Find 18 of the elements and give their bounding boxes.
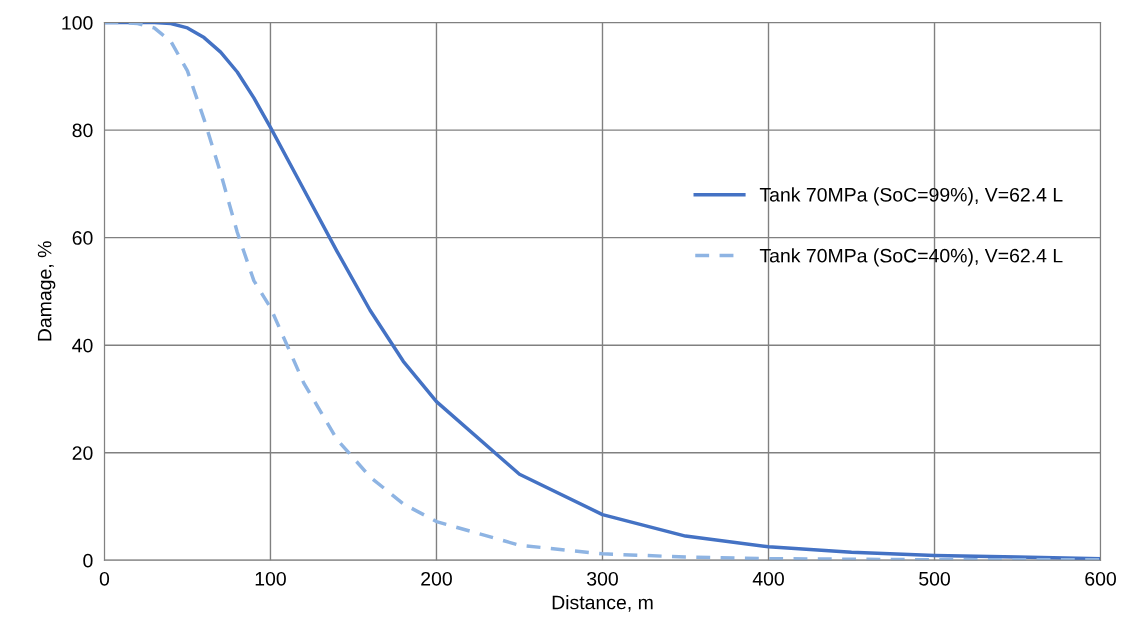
x-tick-label: 0 <box>99 571 110 586</box>
x-tick-label: 100 <box>255 571 286 586</box>
y-tick-label: 40 <box>72 338 93 353</box>
y-axis-title: Damage, % <box>37 241 56 341</box>
line-series <box>104 22 1101 561</box>
x-tick-label: 600 <box>1085 571 1116 586</box>
x-tick-label: 400 <box>752 571 784 586</box>
legend-label: Tank 70MPa (SoC=40%), V=62.4 L <box>759 248 1063 267</box>
y-tick-label: 0 <box>83 553 93 568</box>
y-tick-label: 100 <box>62 16 93 30</box>
y-tick-label: 20 <box>72 446 93 460</box>
x-tick-label: 500 <box>919 571 950 586</box>
y-tick-label: 80 <box>72 123 93 138</box>
y-tick-label: 60 <box>72 231 93 245</box>
x-tick-label: 200 <box>421 571 452 586</box>
legend-label: Tank 70MPa (SoC=99%), V=62.4 L <box>759 187 1063 206</box>
x-axis-title: Distance, m <box>552 595 653 612</box>
x-tick-label: 300 <box>587 571 618 586</box>
